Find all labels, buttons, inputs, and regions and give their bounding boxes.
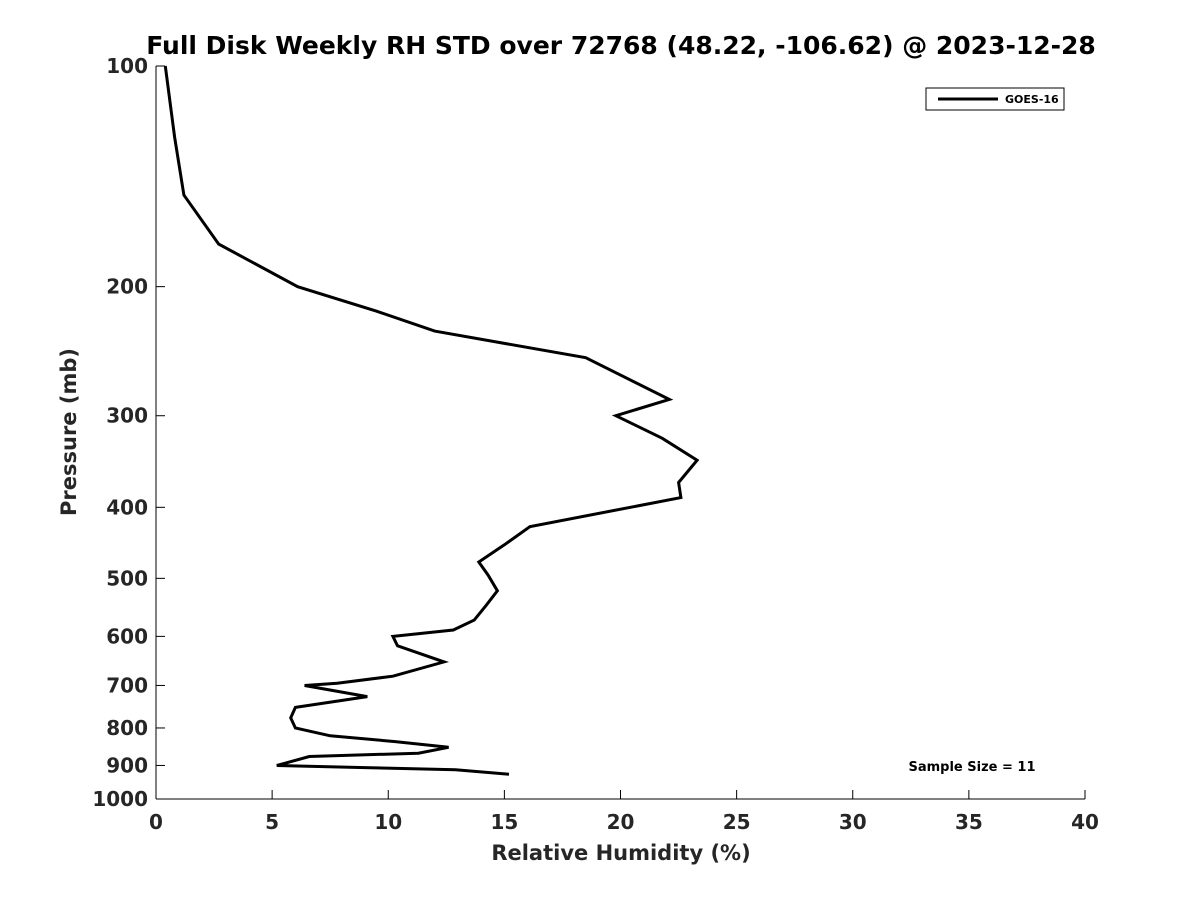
y-tick-label: 300 xyxy=(106,404,148,428)
y-tick-label: 200 xyxy=(106,275,148,299)
x-tick-label: 30 xyxy=(839,810,867,834)
x-tick-label: 5 xyxy=(265,810,279,834)
x-tick-label: 35 xyxy=(955,810,983,834)
y-axis-label: Pressure (mb) xyxy=(57,348,81,516)
sample-size-annotation: Sample Size = 11 xyxy=(908,760,1035,775)
series-layer xyxy=(163,65,700,776)
x-axis-label: Relative Humidity (%) xyxy=(491,841,750,865)
x-tick-label: 15 xyxy=(490,810,518,834)
y-tick-label: 400 xyxy=(106,495,148,519)
y-tick-label: 1000 xyxy=(92,787,148,811)
legend-label-goes-16: GOES-16 xyxy=(1005,93,1059,106)
x-tick-label: 20 xyxy=(607,810,635,834)
y-tick-label: 800 xyxy=(106,716,148,740)
y-tick-label: 100 xyxy=(106,54,148,78)
y-ticks: 100 200 300 400 500 600 700 800 900 1000 xyxy=(92,54,165,811)
x-tick-label: 40 xyxy=(1071,810,1099,834)
x-tick-label: 25 xyxy=(723,810,751,834)
y-tick-label: 500 xyxy=(106,566,148,590)
chart-title: Full Disk Weekly RH STD over 72768 (48.2… xyxy=(146,31,1096,60)
y-tick-label: 700 xyxy=(106,673,148,697)
legend: GOES-16 xyxy=(925,87,1065,111)
plot-area-frame xyxy=(156,66,1085,799)
y-tick-label: 900 xyxy=(106,753,148,777)
x-tick-label: 0 xyxy=(149,810,163,834)
x-ticks: 0 5 10 15 20 25 30 35 40 xyxy=(149,790,1099,834)
series-line-goes-16 xyxy=(163,65,700,776)
y-tick-label: 600 xyxy=(106,624,148,648)
x-tick-label: 10 xyxy=(374,810,402,834)
